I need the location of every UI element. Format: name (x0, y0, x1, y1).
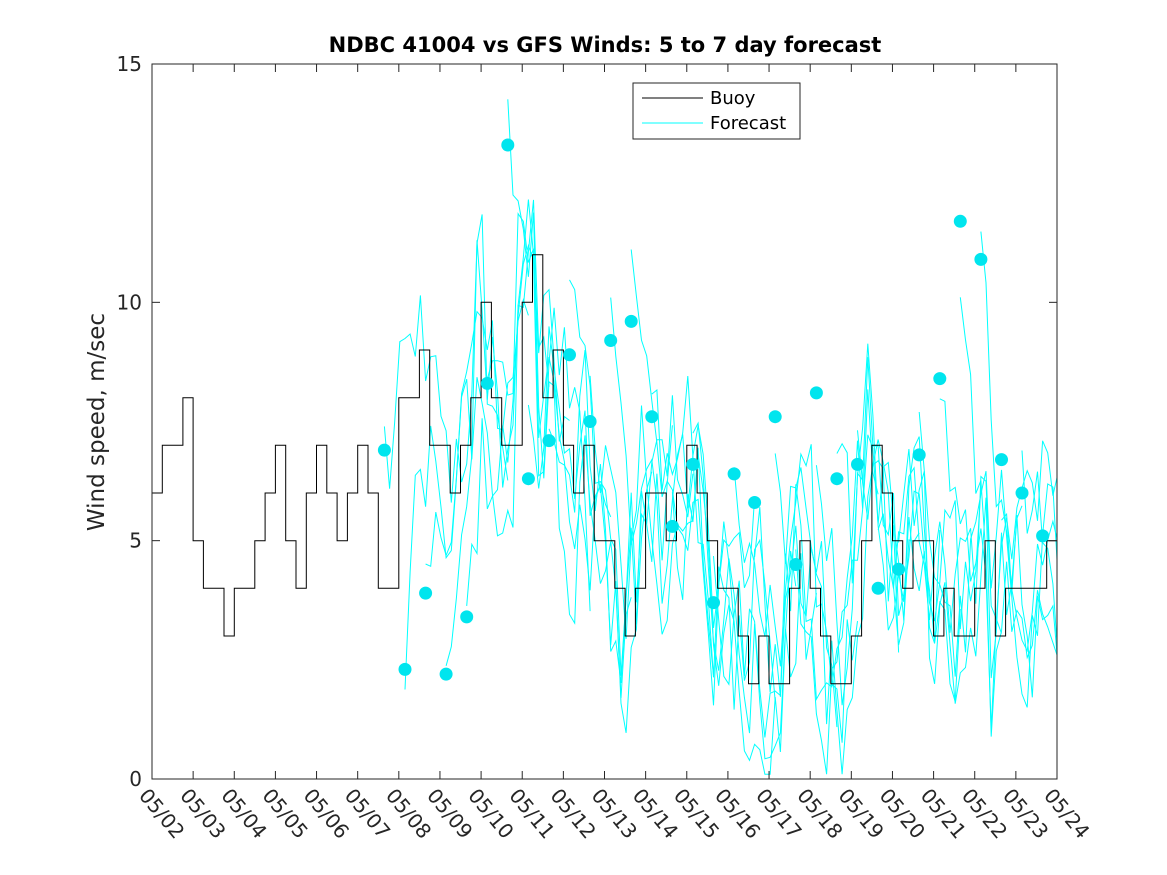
forecast-marker (851, 457, 864, 471)
forecast-trace (918, 411, 1044, 708)
forecast-trace (383, 214, 509, 503)
forecast-marker (460, 610, 474, 624)
forecast-marker (1015, 486, 1029, 500)
forecast-marker (377, 443, 391, 457)
forecast-marker (686, 457, 700, 471)
forecast-trace (527, 326, 653, 733)
forecast-marker (727, 467, 741, 481)
legend-box (632, 82, 801, 140)
forecast-trace (466, 243, 591, 612)
forecast-trace (486, 212, 612, 591)
forecast-trace (795, 434, 920, 775)
forecast-marker (933, 372, 947, 386)
forecast-trace (445, 199, 570, 667)
forecast-trace (569, 279, 694, 676)
forecast-trace (898, 448, 1023, 704)
forecast-marker (583, 415, 597, 428)
legend: Buoy Forecast (632, 82, 801, 140)
buoy-series-line (152, 254, 1057, 685)
forecast-marker (398, 662, 412, 676)
forecast-trace (939, 398, 1057, 730)
forecast-marker (521, 472, 535, 486)
forecast-trace (404, 298, 529, 690)
forecast-marker (912, 448, 926, 462)
forecast-trace (733, 444, 858, 743)
forecast-trace (610, 297, 735, 628)
forecast-trace (774, 453, 900, 775)
legend-forecast-label: Forecast (710, 113, 786, 134)
forecast-marker (707, 596, 720, 610)
forecast-marker (624, 314, 638, 328)
forecast-marker (830, 472, 844, 486)
forecast-trace (1042, 483, 1057, 570)
forecast-marker (419, 586, 433, 600)
forecast-marker (789, 558, 803, 571)
forecast-marker (809, 386, 823, 400)
y-tick-label: 15 (117, 52, 142, 76)
forecast-trace (980, 231, 1057, 653)
forecast-trace (651, 375, 776, 710)
forecast-marker (501, 138, 515, 152)
forecast-trace (548, 350, 673, 684)
plot-area (152, 99, 1057, 775)
forecast-marker (995, 453, 1008, 467)
forecast-trace (425, 199, 550, 568)
y-tick-label: 0 (129, 767, 142, 791)
forecast-marker (1036, 529, 1050, 543)
y-tick-label: 10 (117, 290, 142, 314)
forecast-trace (1001, 512, 1057, 698)
forecast-trace (630, 249, 756, 706)
forecast-trace (671, 454, 797, 775)
forecast-marker (892, 562, 906, 576)
forecast-marker (439, 667, 453, 681)
chart-title: NDBC 41004 vs GFS Winds: 5 to 7 day fore… (329, 33, 882, 57)
forecast-trace (959, 297, 1057, 737)
forecast-trace (815, 357, 941, 706)
forecast-marker (645, 410, 659, 424)
forecast-marker (563, 348, 576, 362)
forecast-trace (754, 389, 879, 701)
y-axis-label: Wind speed, m/sec (84, 313, 110, 531)
y-tick-label: 5 (129, 529, 142, 553)
forecast-trace (507, 99, 632, 699)
forecast-marker (665, 519, 679, 533)
forecast-marker (748, 496, 762, 509)
forecast-marker (768, 410, 782, 424)
forecast-marker (871, 581, 885, 595)
forecast-marker (974, 252, 988, 266)
forecast-marker (604, 334, 618, 347)
forecast-trace (857, 430, 982, 646)
forecast-trace (877, 466, 1002, 634)
forecast-marker (480, 376, 494, 390)
legend-buoy-label: Buoy (710, 88, 756, 109)
forecast-trace (1021, 450, 1057, 651)
forecast-marker (953, 214, 967, 228)
forecast-marker (542, 434, 556, 448)
